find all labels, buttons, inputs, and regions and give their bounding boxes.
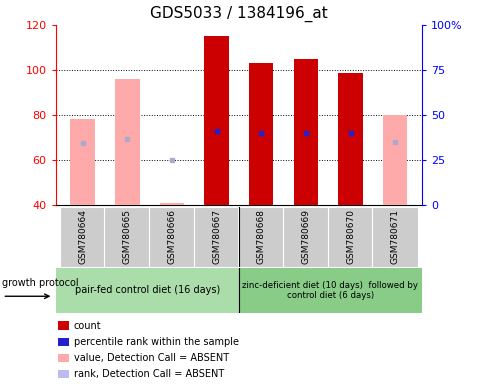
Bar — [104, 207, 150, 267]
Text: GSM780668: GSM780668 — [256, 209, 265, 264]
Bar — [115, 79, 139, 205]
Text: GSM780665: GSM780665 — [122, 209, 132, 264]
Bar — [282, 207, 328, 267]
Text: GSM780671: GSM780671 — [390, 209, 399, 264]
Bar — [149, 207, 195, 267]
Bar — [56, 268, 238, 313]
Bar — [337, 73, 362, 205]
Bar — [60, 207, 105, 267]
Bar — [70, 119, 95, 205]
Text: rank, Detection Call = ABSENT: rank, Detection Call = ABSENT — [74, 369, 224, 379]
Text: pair-fed control diet (16 days): pair-fed control diet (16 days) — [75, 285, 219, 296]
Bar — [372, 207, 417, 267]
Bar — [159, 203, 184, 205]
Text: GSM780664: GSM780664 — [78, 209, 87, 264]
Text: zinc-deficient diet (10 days)  followed by
control diet (6 days): zinc-deficient diet (10 days) followed b… — [242, 281, 418, 300]
Bar — [193, 207, 239, 267]
Bar — [248, 63, 273, 205]
Text: count: count — [74, 321, 101, 331]
Text: GSM780670: GSM780670 — [345, 209, 354, 264]
Bar — [293, 59, 318, 205]
Text: value, Detection Call = ABSENT: value, Detection Call = ABSENT — [74, 353, 228, 363]
Text: percentile rank within the sample: percentile rank within the sample — [74, 337, 238, 347]
Text: GSM780669: GSM780669 — [301, 209, 310, 264]
Bar — [239, 268, 421, 313]
Title: GDS5033 / 1384196_at: GDS5033 / 1384196_at — [150, 6, 327, 22]
Text: growth protocol: growth protocol — [2, 278, 79, 288]
Bar — [238, 207, 284, 267]
Text: GSM780667: GSM780667 — [212, 209, 221, 264]
Bar — [204, 36, 228, 205]
Bar — [327, 207, 373, 267]
Text: GSM780666: GSM780666 — [167, 209, 176, 264]
Bar — [382, 115, 407, 205]
